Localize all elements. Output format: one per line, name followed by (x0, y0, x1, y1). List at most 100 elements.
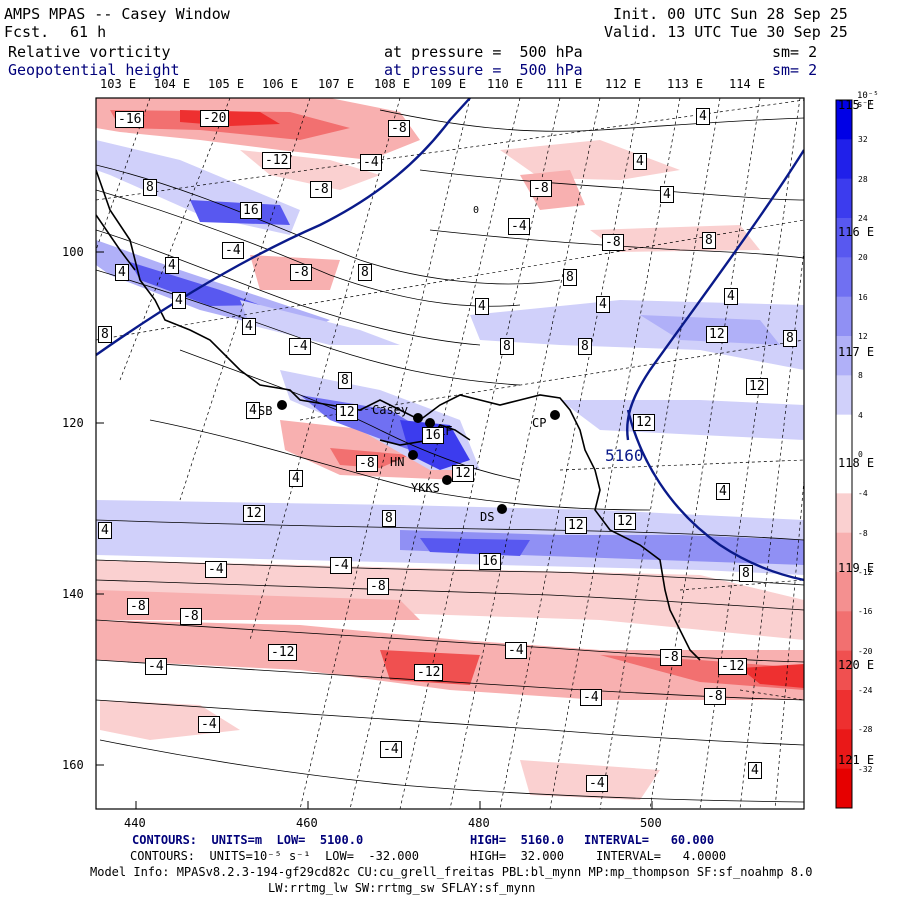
colorbar-tick-label: -4 (858, 489, 868, 499)
contour-label: -4 (330, 557, 352, 574)
valid-time: Valid. 13 UTC Tue 30 Sep 25 (604, 23, 848, 41)
footer-model-info-2: LW:rrtmg_lw SW:rrtmg_sw SFLAY:sf_mynn (268, 881, 536, 895)
colorbar-tick-label: 16 (858, 292, 868, 302)
neg-vorticity-band (500, 140, 680, 180)
neg-vorticity-band (96, 560, 804, 640)
contour-label: 8 (783, 330, 797, 347)
colorbar-tick-label: -16 (858, 607, 873, 617)
station-label-sb: SB (258, 404, 273, 418)
grid-line (299, 98, 471, 809)
colorbar-tick-label: -32 (858, 764, 873, 774)
contour-label: -4 (586, 775, 608, 792)
grid-line (249, 98, 401, 641)
contour-label: -4 (289, 338, 311, 355)
contour-label: 4 (289, 470, 303, 487)
station-dot[interactable] (425, 418, 435, 428)
contour-label: -8 (127, 598, 149, 615)
colorbar-swatch (836, 100, 852, 140)
contour-label: 12 (706, 326, 728, 343)
right-lon-label: 117 E (838, 345, 875, 359)
y-axis-label: 100 (62, 245, 84, 259)
colorbar-tick-label: 12 (858, 332, 868, 341)
colorbar-swatch (836, 218, 852, 258)
geopotential-contours (96, 98, 804, 582)
contour-label: 4 (172, 292, 186, 309)
footer-vorticity-contours: CONTOURS: UNITS=10⁻⁵ s⁻¹ LOW= -32.000 (130, 849, 419, 863)
contour-label: -12 (262, 152, 292, 169)
pos-vorticity-core (420, 538, 530, 556)
contour-label: 12 (243, 505, 265, 522)
contour-label: -8 (356, 455, 378, 472)
right-lon-label: 115 E (838, 98, 875, 112)
x-axis-label: 440 (124, 816, 146, 830)
station-label-hn: HN (390, 455, 405, 469)
grid-line (599, 98, 721, 809)
contour-label: -8 (660, 649, 682, 666)
contour-label: 12 (614, 513, 636, 530)
colorbar-tick-label: 0 (858, 450, 863, 459)
station-dot[interactable] (413, 413, 423, 423)
field1-smoothing: sm= 2 (772, 43, 818, 61)
station-label-ds: DS (480, 510, 495, 524)
contour-label: -16 (115, 111, 145, 128)
right-lon-label: 116 E (838, 225, 875, 239)
right-lon-label: 119 E (838, 561, 875, 575)
station-dot[interactable] (277, 400, 287, 410)
field2-level: at pressure = 500 hPa (384, 61, 583, 79)
height-contour-5100 (96, 98, 471, 356)
contour-label: -8 (704, 688, 726, 705)
grid-line (739, 689, 804, 701)
grid-line (739, 249, 804, 809)
station-dot[interactable] (442, 475, 452, 485)
contour-label: -4 (145, 658, 167, 675)
colorbar-swatch (836, 454, 852, 494)
right-lon-label: 120 E (838, 658, 875, 672)
height-contour-label: 5160 (605, 446, 644, 465)
colorbar-tick-label: 20 (858, 253, 868, 263)
contour-label: 4 (660, 186, 674, 203)
x-axis-label: 460 (296, 816, 318, 830)
grid-line (349, 98, 521, 809)
station-dot[interactable] (408, 450, 418, 460)
pos-vorticity-band (240, 300, 400, 345)
contour-label: 4 (475, 298, 489, 315)
x-axis-label: 500 (640, 816, 662, 830)
contour-line (96, 269, 521, 386)
station-dot[interactable] (550, 410, 560, 420)
neg-vorticity-band (590, 225, 760, 252)
contour-label: 4 (696, 108, 710, 125)
colorbar-tick-label: 24 (858, 214, 868, 223)
contour-label: -4 (222, 242, 244, 259)
contour-line (149, 419, 651, 511)
field2-name: Geopotential height (8, 61, 180, 79)
lat-lon-grid (96, 98, 804, 809)
field2-smoothing: sm= 2 (772, 61, 818, 79)
lon-label: 107 E (318, 77, 355, 91)
contour-label: 8 (578, 338, 592, 355)
station-dot[interactable] (497, 504, 507, 514)
contour-label: -4 (380, 741, 402, 758)
contour-label: 4 (246, 402, 260, 419)
grid-line (774, 479, 804, 809)
colorbar-swatch (836, 493, 852, 534)
contour-label: 4 (716, 483, 730, 500)
station-label-casey: Casey (372, 403, 409, 417)
contour-label: 4 (98, 522, 112, 539)
zero-contour-label: 0 (473, 205, 480, 216)
colorbar-swatch (836, 729, 852, 770)
coast-path (96, 214, 136, 271)
contour-line (96, 189, 521, 307)
lon-label: 111 E (546, 77, 583, 91)
colorbar-tick-label: -28 (858, 725, 873, 735)
contour-line (379, 109, 804, 132)
contour-label: 8 (739, 565, 753, 582)
contour-label: -12 (268, 644, 298, 661)
colorbar-swatch (836, 414, 852, 455)
colorbar-tick-label: 8 (858, 371, 863, 381)
contour-label: -4 (360, 154, 382, 171)
grid-line (559, 459, 804, 471)
height-contour-5160 (626, 149, 804, 441)
colorbar-unit: 10⁻⁵ s⁻¹ (857, 91, 879, 110)
station-markers (277, 400, 560, 514)
contour-label: 16 (479, 553, 501, 570)
